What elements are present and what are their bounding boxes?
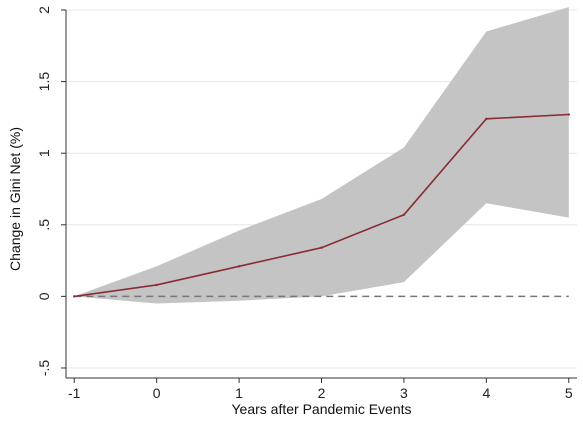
series-point-2: [237, 265, 241, 268]
x-axis-title: Years after Pandemic Events: [231, 401, 411, 417]
y-axis-title: Change in Gini Net (%): [7, 127, 23, 271]
y-ticks: -.5 0 .5 1 1.5 2: [36, 6, 66, 376]
y-tick-label-1: 0: [36, 292, 52, 300]
series-point-0: [73, 295, 76, 298]
x-tick-label-0: -1: [68, 385, 81, 401]
series-point-6: [567, 113, 570, 116]
x-tick-label-1: 0: [153, 385, 161, 401]
series-point-1: [155, 283, 158, 287]
y-tick-label-4: 1.5: [36, 72, 52, 92]
series-points: [73, 113, 570, 298]
x-ticks: -1 0 1 2 3 4 5: [68, 378, 573, 401]
confidence-band: [74, 7, 569, 304]
y-tick-label-5: 2: [36, 6, 52, 14]
x-tick-label-6: 5: [565, 385, 573, 401]
series-point-3: [320, 246, 323, 249]
x-tick-label-5: 4: [482, 385, 490, 401]
x-tick-label-2: 1: [235, 385, 243, 401]
x-tick-label-4: 3: [400, 385, 408, 401]
series-point-4: [402, 213, 406, 216]
x-tick-label-3: 2: [318, 385, 326, 401]
y-tick-label-2: .5: [36, 219, 52, 231]
y-tick-label-3: 1: [36, 149, 52, 157]
y-tick-label-0: -.5: [36, 360, 52, 377]
series-point-5: [485, 117, 488, 121]
